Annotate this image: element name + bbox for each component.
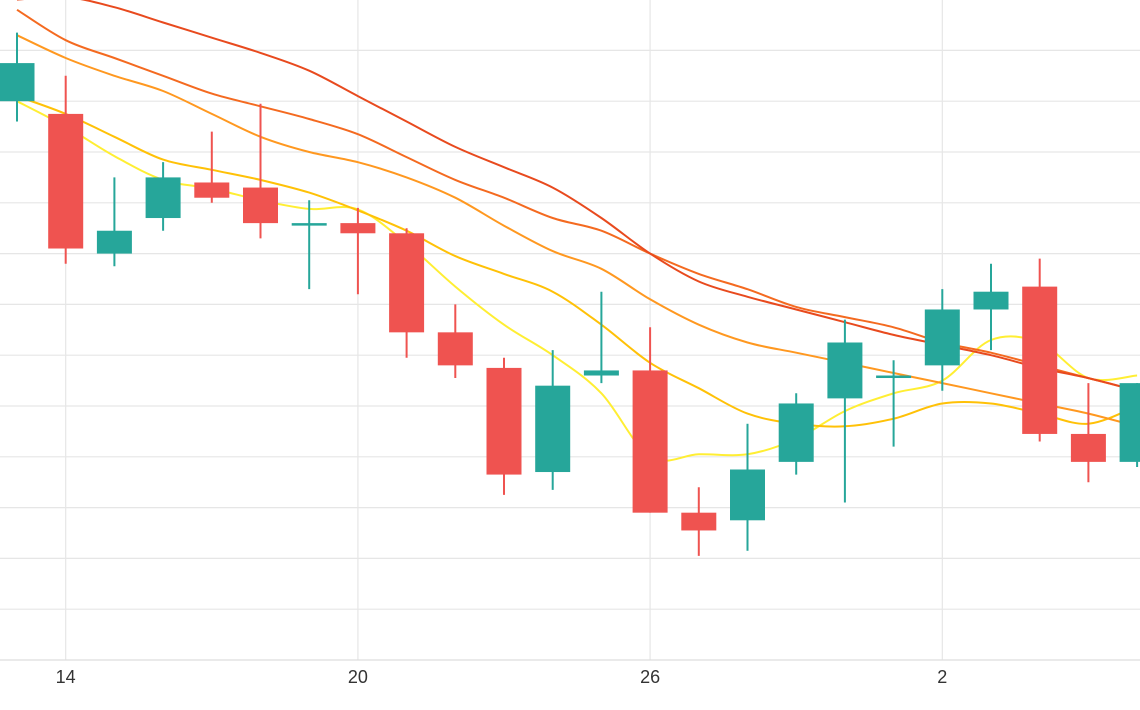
candle-body [876, 375, 912, 379]
x-tick-label: 20 [348, 667, 368, 687]
grid [0, 0, 1140, 660]
candle-up [96, 177, 132, 267]
candle-down [389, 228, 425, 358]
moving-average-line-1 [16, 100, 1138, 462]
candle-body [1119, 383, 1140, 462]
candle-up [535, 350, 571, 490]
candles [0, 32, 1140, 556]
candle-up [583, 291, 619, 384]
moving-average-line-2 [16, 95, 1138, 428]
candle-body [535, 385, 571, 473]
candle-body [48, 113, 84, 249]
candle-body [632, 370, 668, 513]
candle-body [778, 403, 814, 462]
candle-body [389, 233, 425, 333]
candle-down [1022, 258, 1058, 442]
candle-up [827, 319, 863, 503]
candle-down [437, 304, 473, 379]
candle-body [437, 332, 473, 366]
candle-up [778, 393, 814, 475]
candle-down [243, 103, 278, 239]
candle-up [924, 289, 960, 391]
moving-average-line-5 [17, 0, 1138, 392]
x-tick-label: 2 [937, 667, 947, 687]
candle-body [340, 223, 376, 234]
candle-body [1022, 286, 1058, 434]
x-axis: 1420262612 [0, 659, 1140, 687]
candle-down [632, 327, 668, 513]
candle-body [583, 370, 619, 376]
candle-body [681, 512, 717, 531]
candle-down [48, 75, 84, 264]
candle-body [730, 469, 765, 521]
candle-body [194, 182, 230, 198]
candle-up [0, 32, 35, 122]
candle-up [730, 423, 765, 551]
candle-down [194, 131, 230, 203]
candle-body [827, 342, 863, 399]
candle-down [340, 207, 376, 295]
candle-up [1119, 383, 1140, 467]
candle-body [0, 63, 35, 102]
candle-body [486, 367, 522, 475]
candle-up [973, 263, 1009, 351]
moving-average-lines [16, 0, 1138, 462]
candle-body [291, 223, 327, 226]
candle-down [681, 487, 717, 556]
candle-body [1070, 433, 1106, 462]
x-tick-label: 14 [56, 667, 76, 687]
candle-up [145, 162, 181, 231]
candle-body [973, 291, 1009, 310]
candle-up [876, 360, 912, 447]
candle-body [96, 230, 132, 254]
candle-body [924, 309, 960, 366]
candle-down [486, 357, 522, 495]
candle-body [145, 177, 181, 219]
moving-average-line-3 [16, 34, 1138, 428]
x-tick-label: 26 [640, 667, 660, 687]
candle-body [243, 187, 278, 224]
candle-down [1070, 383, 1106, 483]
moving-average-line-4 [16, 8, 1138, 392]
candle-up [291, 200, 327, 290]
